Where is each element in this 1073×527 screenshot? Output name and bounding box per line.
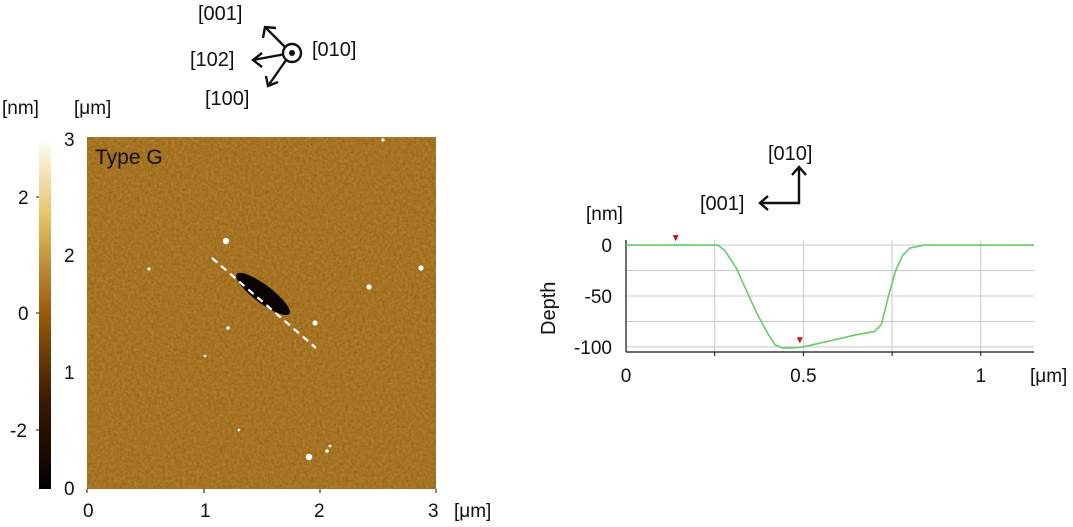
afm-profile-line — [211, 257, 317, 349]
afm-x-tick-3: 3 — [428, 501, 439, 522]
depth-profile-line — [626, 244, 1034, 349]
afm-x-tick-2: 2 — [314, 501, 325, 522]
axis-label-010-top: [010] — [312, 39, 356, 61]
afm-y-tick-3: 3 — [64, 130, 75, 151]
afm-y-tick-1: 1 — [64, 363, 75, 384]
afm-y-tick-2: 2 — [64, 246, 75, 267]
colorbar-unit: [nm] — [2, 98, 39, 119]
y-tick-label: -50 — [585, 287, 612, 308]
chart-y-unit: [nm] — [586, 204, 623, 225]
colorbar-tick-neg2: -2 — [10, 421, 27, 442]
afm-x-tick-0: 0 — [83, 501, 94, 522]
colorbar-tick-2: 2 — [18, 188, 29, 209]
x-tick-label: 0 — [621, 366, 632, 387]
afm-type-label: Type G — [95, 146, 163, 169]
afm-y-unit: [μm] — [74, 98, 111, 119]
chart-series — [626, 244, 1034, 349]
afm-image — [87, 137, 436, 489]
chart-markers — [672, 235, 803, 344]
profile-marker — [796, 337, 803, 344]
axis-label-001-profile: [001] — [700, 193, 744, 215]
afm-particles — [147, 138, 424, 461]
afm-x-ticks — [86, 489, 437, 493]
colorbar-tick-0: 0 — [18, 304, 29, 325]
afm-x-tick-1: 1 — [200, 501, 211, 522]
chart-x-unit: [μm] — [1030, 366, 1067, 387]
chart-tick-labels: 0 -50 -100 0 0.5 1 — [574, 236, 986, 387]
y-tick-label: -100 — [574, 338, 612, 359]
axis-label-100: [100] — [205, 88, 249, 110]
profile-marker — [672, 235, 679, 242]
x-tick-label: 1 — [975, 366, 986, 387]
crystal-axes-profile — [758, 165, 807, 211]
x-tick-label: 0.5 — [790, 366, 816, 387]
chart-grid — [626, 240, 1034, 352]
colorbar — [39, 137, 51, 489]
axis-label-010-profile: [010] — [768, 143, 812, 165]
axis-label-001-top: [001] — [198, 3, 242, 25]
afm-x-unit: [μm] — [454, 501, 491, 522]
chart-y-label: Depth — [538, 282, 560, 335]
afm-y-tick-0: 0 — [64, 479, 75, 500]
afm-pit — [236, 272, 290, 316]
chart-axes — [625, 240, 1034, 356]
colorbar-ticks — [36, 196, 39, 431]
crystal-axes-top — [251, 25, 303, 88]
y-tick-label: 0 — [601, 236, 612, 257]
axis-label-102: [102] — [190, 49, 234, 71]
